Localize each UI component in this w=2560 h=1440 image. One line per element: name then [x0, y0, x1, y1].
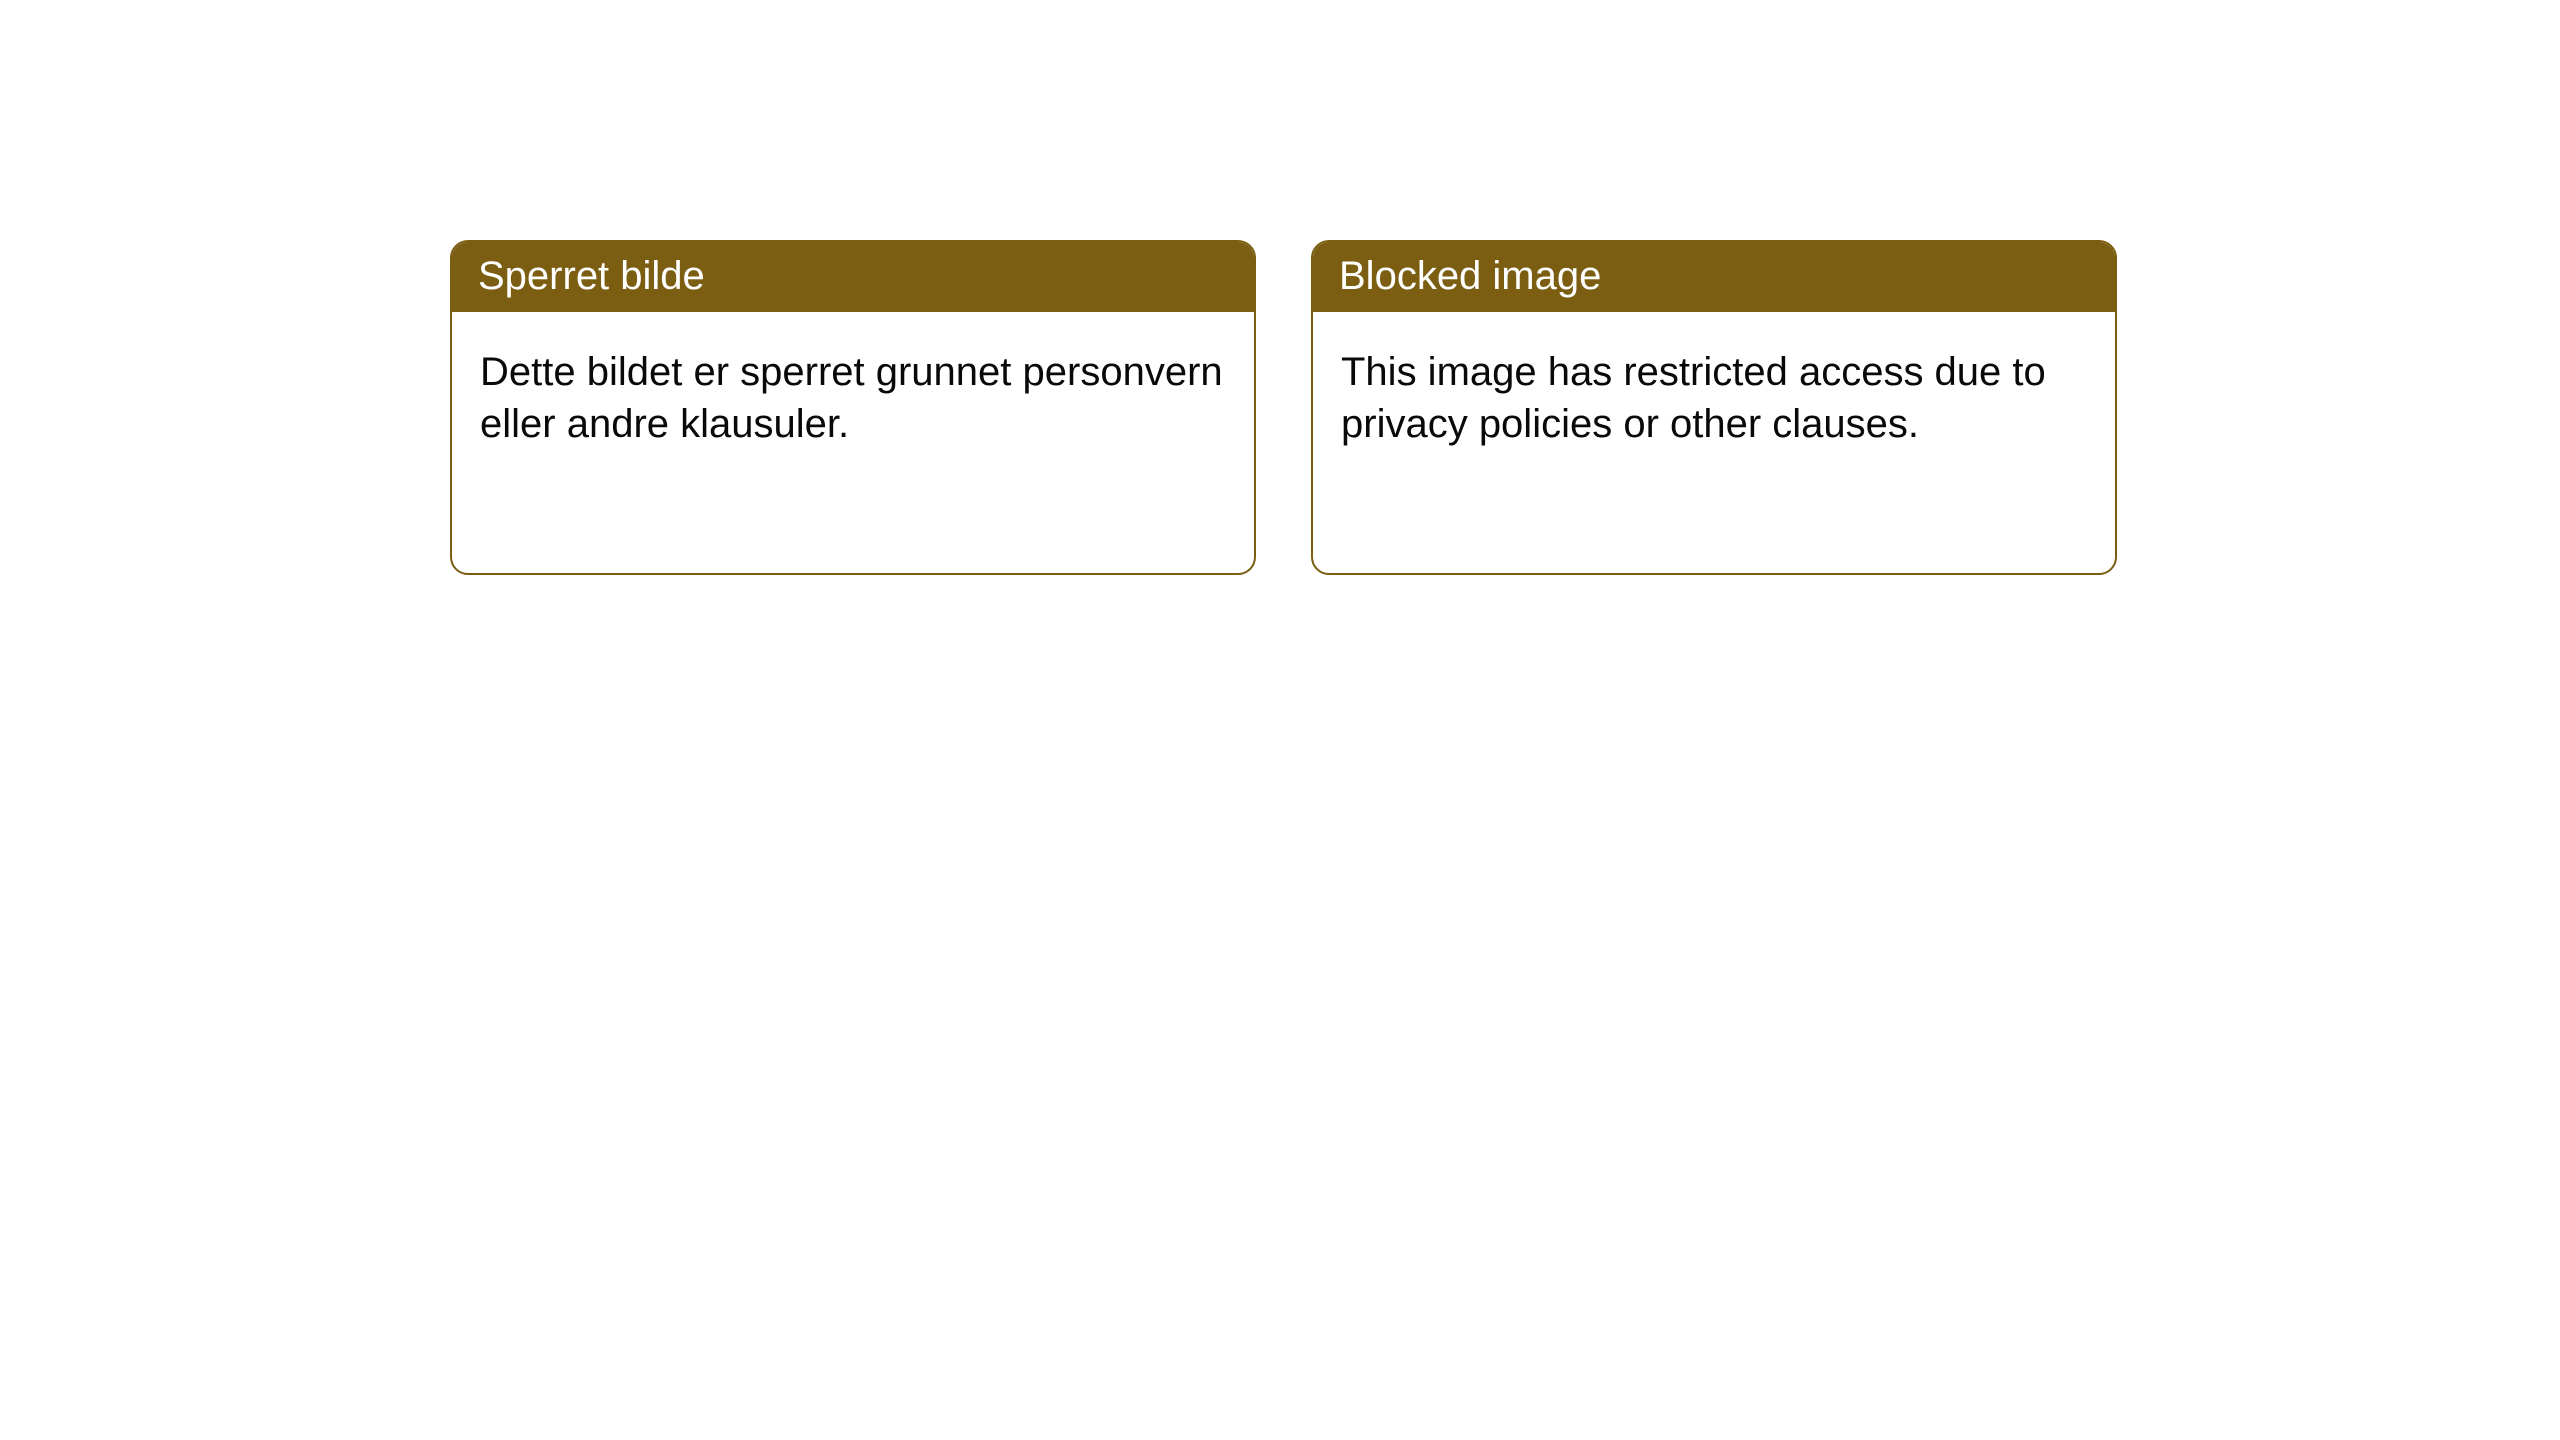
card-body-en: This image has restricted access due to …: [1313, 312, 2115, 484]
blocked-image-card-no: Sperret bilde Dette bildet er sperret gr…: [450, 240, 1256, 575]
card-title-no: Sperret bilde: [478, 254, 705, 298]
blocked-image-card-en: Blocked image This image has restricted …: [1311, 240, 2117, 575]
card-text-en: This image has restricted access due to …: [1341, 350, 2046, 446]
card-header-en: Blocked image: [1313, 242, 2115, 312]
notice-cards-container: Sperret bilde Dette bildet er sperret gr…: [0, 0, 2560, 575]
card-header-no: Sperret bilde: [452, 242, 1254, 312]
card-text-no: Dette bildet er sperret grunnet personve…: [480, 350, 1223, 446]
card-body-no: Dette bildet er sperret grunnet personve…: [452, 312, 1254, 484]
card-title-en: Blocked image: [1339, 254, 1601, 298]
